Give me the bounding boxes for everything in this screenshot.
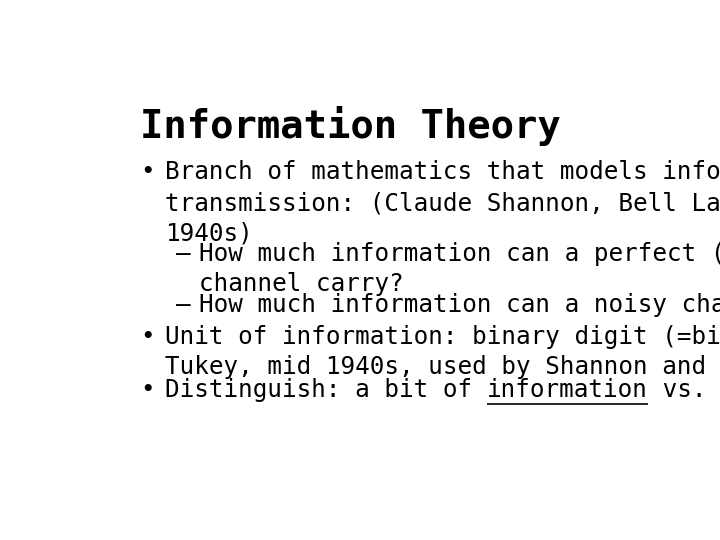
Text: vs. a bit of: vs. a bit of [648,378,720,402]
Text: Unit of information: binary digit (=bit) coined by John
Tukey, mid 1940s, used b: Unit of information: binary digit (=bit)… [166,325,720,379]
Text: •: • [140,378,155,402]
Text: How much information can a noisy channel carry?: How much information can a noisy channel… [199,294,720,318]
Text: How much information can a perfect (noiseless)
channel carry?: How much information can a perfect (nois… [199,241,720,296]
Text: –: – [176,241,191,266]
Text: Distinguish: a bit of: Distinguish: a bit of [166,378,487,402]
Text: •: • [140,160,155,185]
Text: •: • [140,325,155,349]
Text: Branch of mathematics that models information
transmission: (Claude Shannon, Bel: Branch of mathematics that models inform… [166,160,720,246]
Text: information: information [487,378,648,402]
Text: –: – [176,294,191,318]
Text: Information Theory: Information Theory [140,106,561,146]
